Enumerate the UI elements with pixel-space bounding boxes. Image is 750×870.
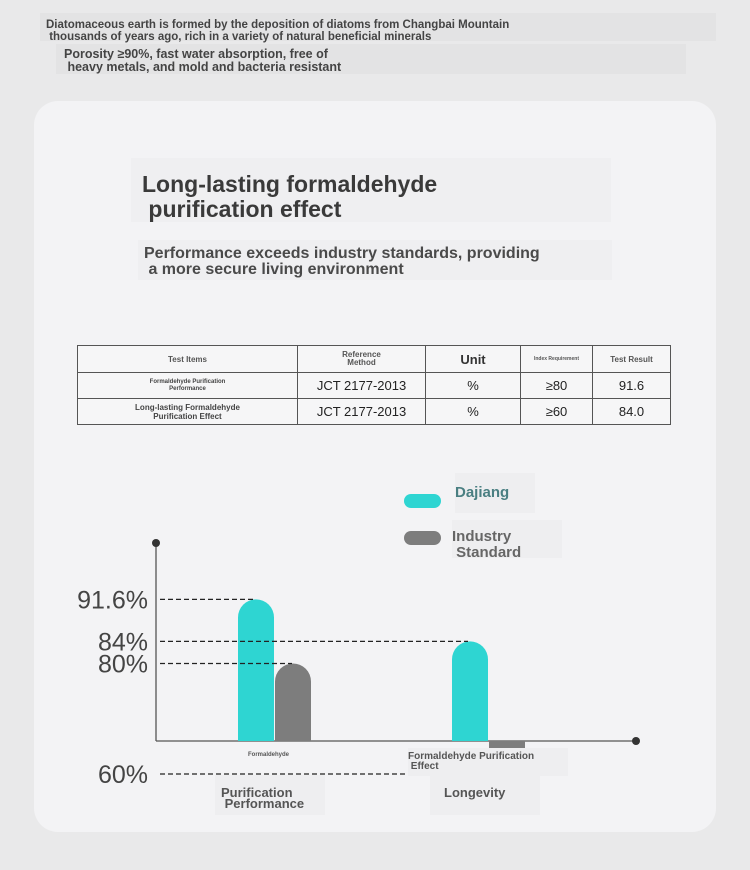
table-cell: ≥60	[520, 398, 593, 425]
y-tick-label: 80%	[98, 651, 148, 679]
group-label-longevity: Longevity	[430, 775, 540, 815]
section-subtitle: Performance exceeds industry standards, …	[138, 240, 612, 280]
y-tick-label: 60%	[98, 761, 148, 789]
table-header: Unit	[425, 345, 521, 373]
table-cell: 84.0	[592, 398, 671, 425]
table-cell: %	[425, 398, 521, 425]
section-title: Long-lasting formaldehyde purification e…	[131, 158, 611, 222]
intro-line-1: Diatomaceous earth is formed by the depo…	[40, 13, 716, 43]
legend-label-industry-standard: Industry Standard	[452, 520, 562, 561]
table-row: Long-lasting Formaldehyde Purification E…	[77, 398, 671, 425]
table-header-row: Test Items Reference Method Unit Index R…	[77, 345, 671, 373]
bar-dajiang	[238, 599, 274, 741]
bar-industry-standard	[275, 663, 311, 741]
table-cell: 91.6	[592, 372, 671, 399]
content-card	[34, 101, 716, 832]
x-category-label: Formaldehyde	[248, 752, 290, 758]
test-standards-table: Test Items Reference Method Unit Index R…	[77, 345, 671, 425]
table-header: Reference Method	[297, 345, 426, 373]
group-label-purification: Purification Performance	[215, 775, 325, 815]
bar-dajiang	[452, 641, 488, 741]
x-category-label: Formaldehyde Purification Effect	[408, 748, 568, 776]
intro-line-2: Porosity ≥90%, fast water absorption, fr…	[56, 44, 686, 74]
y-axis-end-dot	[152, 539, 160, 547]
y-tick-label: 84%	[98, 628, 148, 656]
y-tick-label: 91.6%	[77, 586, 148, 614]
table-cell: JCT 2177-2013	[297, 398, 426, 425]
table-cell: Formaldehyde Purification Performance	[77, 372, 298, 399]
table-header: Index Requirement	[520, 345, 593, 373]
legend-label-dajiang: Dajiang	[455, 473, 535, 513]
legend-swatch-dajiang	[404, 494, 441, 508]
x-axis-end-dot	[632, 737, 640, 745]
table-cell: Long-lasting Formaldehyde Purification E…	[77, 398, 298, 425]
legend-swatch-industry-standard	[404, 531, 441, 545]
